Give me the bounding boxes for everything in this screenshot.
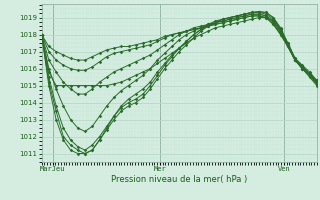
X-axis label: Pression niveau de la mer( hPa ): Pression niveau de la mer( hPa ): [111, 175, 247, 184]
